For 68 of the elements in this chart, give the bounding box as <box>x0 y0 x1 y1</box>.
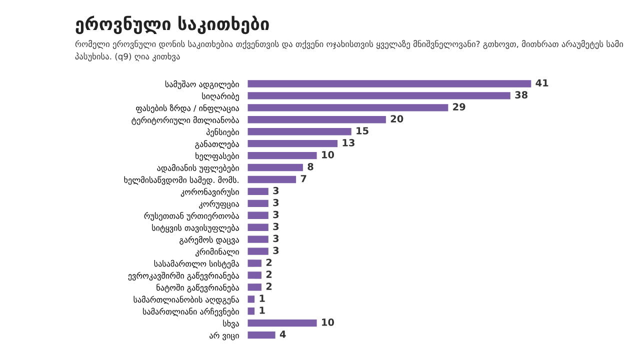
data-label: 41 <box>536 79 548 86</box>
bar <box>248 212 268 219</box>
data-label: 3 <box>273 186 279 194</box>
y-tick-label: პენსიები <box>206 128 239 137</box>
y-tick-label: გარემოს დაცვა <box>180 236 239 245</box>
bar <box>248 140 338 148</box>
data-label: 10 <box>322 151 334 158</box>
y-tick-label: ნატოში გაწევრიანება <box>156 284 239 292</box>
y-tick-label: სიღარიბე <box>202 92 239 101</box>
y-tick-label: სიტყვის თავისუფლება <box>152 224 239 233</box>
data-label: 3 <box>273 234 279 242</box>
data-label: 2 <box>266 258 272 266</box>
y-tick-label: ფასების ზრდა / ინფლაცია <box>136 104 239 113</box>
data-label: 2 <box>266 282 272 290</box>
bar <box>248 116 386 124</box>
bar <box>248 260 262 267</box>
data-label: 3 <box>273 210 279 218</box>
bar <box>248 128 352 136</box>
bar <box>248 272 262 279</box>
y-tick-label: სამართლიანობის აღდგენა <box>134 296 239 304</box>
bar <box>248 188 268 196</box>
bar <box>248 104 448 112</box>
bar <box>248 200 268 208</box>
data-label: 2 <box>266 270 272 278</box>
y-tick-label: ადამიანის უფლებები <box>157 164 239 173</box>
bar <box>248 176 296 184</box>
data-label: 10 <box>322 318 334 326</box>
data-label: 15 <box>356 127 368 134</box>
y-tick-label: სამართლიანი არჩევნები <box>143 308 239 316</box>
bar <box>248 92 510 100</box>
data-label: 38 <box>515 91 528 99</box>
y-tick-label: სამუშაო ადგილები <box>165 80 239 90</box>
data-label: 8 <box>308 162 314 170</box>
bar <box>248 236 268 243</box>
y-tick-label: არ ვიცი <box>210 332 239 340</box>
data-label: 13 <box>342 139 354 146</box>
data-label: 7 <box>300 175 306 182</box>
bar <box>248 308 255 315</box>
y-tick-label: სხვა <box>223 320 239 328</box>
y-tick-label: ტერიტორიული მთლიანობა <box>132 116 239 125</box>
y-tick-label: ხელფასები <box>196 152 239 161</box>
y-tick-label: განათლება <box>195 140 239 149</box>
y-tick-label: სასამართლო სისტემა <box>154 260 239 269</box>
bar <box>248 331 276 339</box>
bar <box>248 284 262 291</box>
y-tick-label: კრიმინალი <box>196 248 239 257</box>
y-tick-label: რუსეთთან ურთიერთობა <box>144 212 239 221</box>
y-tick-label: კორონავირუსი <box>180 188 239 197</box>
data-label: 3 <box>273 198 279 206</box>
y-tick-label: ევროკავშირში გაწევრიანება <box>128 272 239 280</box>
chart-title: ეროვნული საკითხები <box>76 16 269 34</box>
data-label: 1 <box>260 306 265 314</box>
chart-subtitle: რომელი ეროვნული დონის საკითხებია თქვენთვის და თქვენი ოჯახისთვის ყველაზე მნიშვნელოვანი? გთხოვთ, მითხრათ არაუმეტეს სამი პასუხისა. (q9) ღია კითხვა <box>75 40 624 62</box>
data-label: 3 <box>273 246 279 254</box>
bar <box>248 248 268 255</box>
y-tick-label: ხელმისაწვდომი სამედ. მომს. <box>124 176 238 185</box>
bar <box>248 164 303 172</box>
bar <box>248 320 317 327</box>
bar <box>248 152 317 160</box>
bar <box>248 296 255 303</box>
data-label: 20 <box>390 115 404 122</box>
bar <box>248 80 532 88</box>
data-label: 4 <box>280 330 286 338</box>
data-label: 29 <box>453 103 466 110</box>
data-label: 1 <box>260 294 265 302</box>
y-tick-label: კორუფცია <box>199 200 239 209</box>
bar <box>248 224 268 231</box>
data-label: 3 <box>273 222 279 230</box>
